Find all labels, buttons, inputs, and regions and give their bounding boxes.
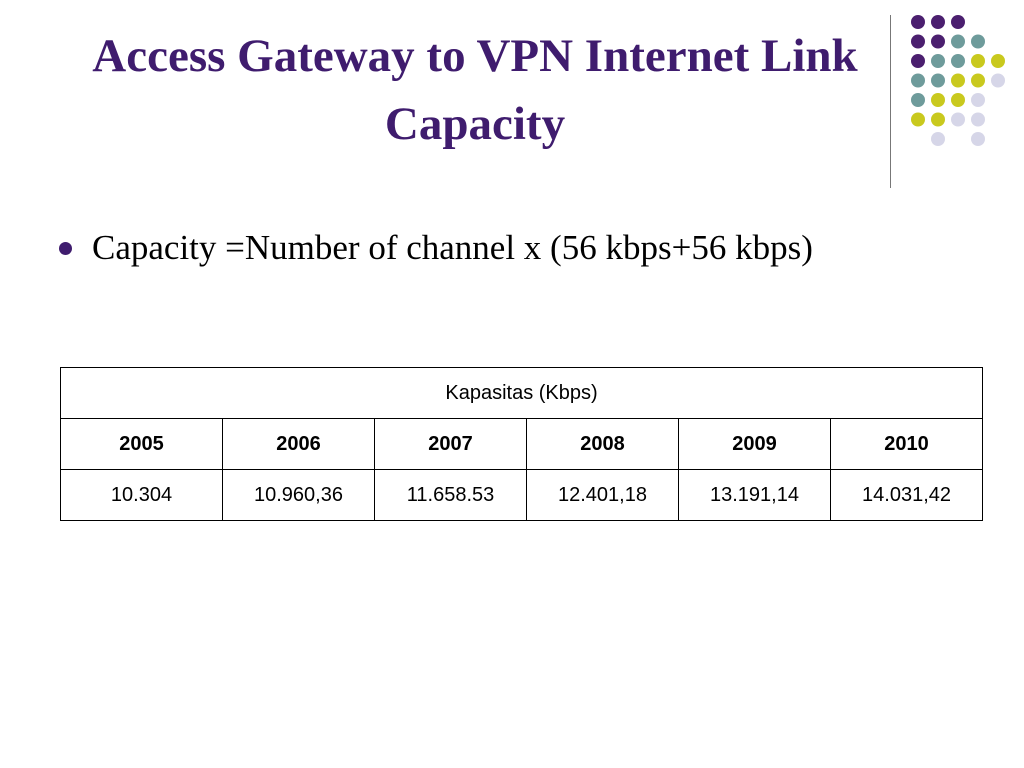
column-header: 2010 <box>829 418 984 470</box>
table-cell: 12.401,18 <box>526 469 679 521</box>
dot <box>991 54 1005 68</box>
dot <box>991 73 1005 88</box>
table-cell: 11.658.53 <box>374 469 527 521</box>
dot <box>931 112 945 127</box>
header-row: 2005 2006 2007 2008 2009 2010 <box>60 418 984 470</box>
table-cell: 14.031,42 <box>829 469 984 521</box>
dot <box>931 93 945 107</box>
dot <box>951 54 965 68</box>
dot <box>951 112 965 127</box>
dot <box>951 15 965 29</box>
dot <box>911 15 925 29</box>
dot <box>951 34 965 49</box>
column-header: 2008 <box>526 418 679 470</box>
dot <box>931 73 945 88</box>
table: Kapasitas (Kbps) 2005 2006 2007 2008 2009 2010… <box>59 367 984 521</box>
dot <box>971 73 985 88</box>
table-cell: 10.960,36 <box>222 469 375 521</box>
slide-title: Access Gateway to VPN Internet Link Capa… <box>92 30 858 150</box>
dot <box>911 73 925 88</box>
dot <box>911 112 925 127</box>
table-cell: 10.304 <box>60 469 223 521</box>
dot <box>911 54 925 68</box>
dot <box>951 73 965 88</box>
column-header: 2006 <box>222 418 375 470</box>
dot <box>971 34 985 49</box>
dot <box>931 34 945 49</box>
bullet-list: Capacity =Number of channel x (56 kbps+5… <box>55 222 875 274</box>
dot <box>971 54 985 68</box>
column-header: 2007 <box>374 418 527 470</box>
column-header: 2005 <box>60 418 223 470</box>
dot-decoration <box>911 15 1005 146</box>
dot <box>911 93 925 107</box>
dot <box>931 132 945 146</box>
dot <box>971 132 985 146</box>
dot <box>951 93 965 107</box>
dot <box>931 54 945 68</box>
column-header: 2009 <box>678 418 831 470</box>
bullet-item: Capacity =Number of channel x (56 kbps+5… <box>55 222 875 274</box>
dot <box>971 93 985 107</box>
data-row: 10.304 10.960,36 11.658.53 12.401,18 13.191,… <box>60 469 984 521</box>
table-cell: 13.191,14 <box>678 469 831 521</box>
dot <box>911 34 925 49</box>
dot <box>931 15 945 29</box>
table-caption: Kapasitas (Kbps) <box>59 367 984 419</box>
divider <box>890 15 891 188</box>
dot <box>971 112 985 127</box>
caption-row: Kapasitas (Kbps) <box>59 367 984 419</box>
